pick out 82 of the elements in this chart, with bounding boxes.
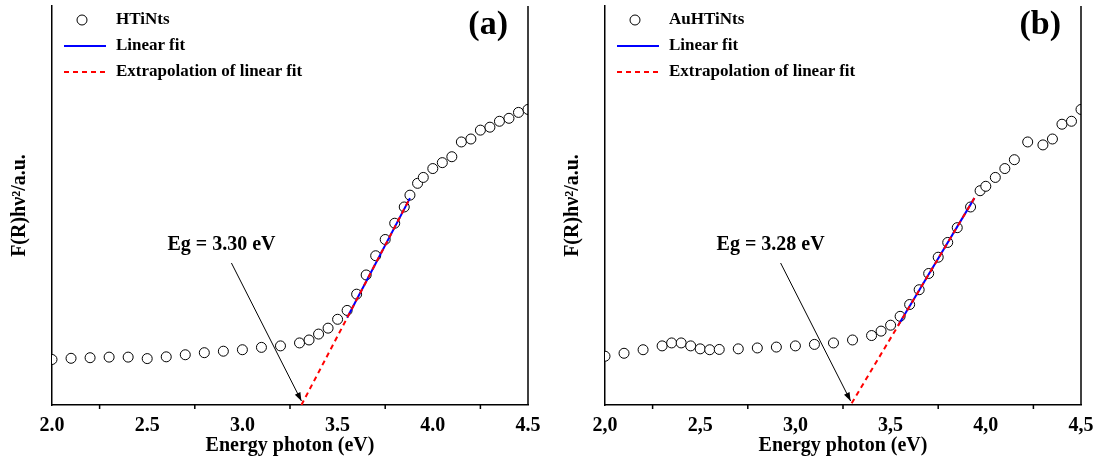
point (455, 136, 467, 148)
point (1022, 136, 1034, 148)
point (198, 347, 210, 359)
point (404, 189, 416, 201)
x-tick-label: 4,5 (1068, 413, 1094, 436)
point (274, 340, 286, 352)
point (694, 343, 706, 355)
point (474, 124, 486, 136)
point (789, 340, 801, 352)
chart-title: (b) (1019, 3, 1061, 42)
point (436, 157, 448, 169)
point (704, 344, 716, 356)
point (1065, 115, 1077, 127)
point (847, 334, 859, 346)
x-tick-label: 2,0 (592, 413, 618, 436)
x-tick-label: 4,0 (973, 413, 999, 436)
x-tick-label: 4.0 (420, 413, 446, 436)
point (618, 347, 630, 359)
point (989, 171, 1001, 183)
point (666, 337, 678, 349)
point (685, 340, 697, 352)
point (427, 163, 439, 175)
point (827, 337, 839, 349)
point (332, 313, 344, 325)
point (179, 349, 191, 361)
point (875, 325, 887, 337)
annotation: Eg = 3.28 eV (716, 232, 826, 256)
point (493, 115, 505, 127)
x-axis-title: Energy photon (eV) (205, 433, 375, 457)
point (294, 337, 306, 349)
point (512, 106, 524, 118)
point (885, 319, 897, 331)
x-tick-label: 2.5 (134, 413, 160, 436)
point (217, 345, 229, 357)
point (656, 340, 668, 352)
point (417, 171, 429, 183)
x-tick-label: 2.0 (39, 413, 65, 436)
point (770, 341, 782, 353)
legend-label: Linear fit (116, 35, 186, 55)
point (732, 343, 744, 355)
legend-label: HTiNts (116, 9, 170, 29)
point (808, 338, 820, 350)
point (255, 341, 267, 353)
point (980, 180, 992, 192)
point (503, 112, 515, 124)
legend-label: Extrapolation of linear fit (116, 61, 303, 81)
point (322, 322, 334, 334)
point (446, 151, 458, 163)
point (999, 163, 1011, 175)
x-tick-label: 2,5 (687, 413, 713, 436)
legend-label: Extrapolation of linear fit (669, 61, 856, 81)
y-axis-title: F(R)hν²/a.u. (7, 154, 31, 257)
x-tick-label: 4.5 (515, 413, 541, 436)
point (303, 334, 315, 346)
point (160, 351, 172, 363)
point (465, 133, 477, 145)
x-tick-label: 3.0 (229, 413, 255, 436)
point (713, 343, 725, 355)
y-axis-title: F(R)hν²/a.u. (560, 154, 584, 257)
point (866, 330, 878, 342)
point (236, 344, 248, 356)
point (1008, 154, 1020, 166)
point (103, 351, 115, 363)
point (122, 351, 134, 363)
point (484, 121, 496, 133)
x-tick-label: 3,0 (782, 413, 808, 436)
point (1056, 118, 1068, 130)
point (637, 344, 649, 356)
legend-label: Linear fit (669, 35, 739, 55)
point (675, 337, 687, 349)
legend-label: AuHTiNts (669, 9, 745, 29)
point (1037, 139, 1049, 151)
point (313, 328, 325, 340)
point (1046, 133, 1058, 145)
x-tick-label: 3.5 (325, 413, 351, 436)
chart-title: (a) (468, 3, 508, 42)
annotation: Eg = 3.30 eV (167, 232, 277, 256)
point (751, 342, 763, 354)
x-tick-label: 3,5 (878, 413, 904, 436)
point (141, 353, 153, 365)
point (84, 352, 96, 364)
point (65, 352, 77, 364)
